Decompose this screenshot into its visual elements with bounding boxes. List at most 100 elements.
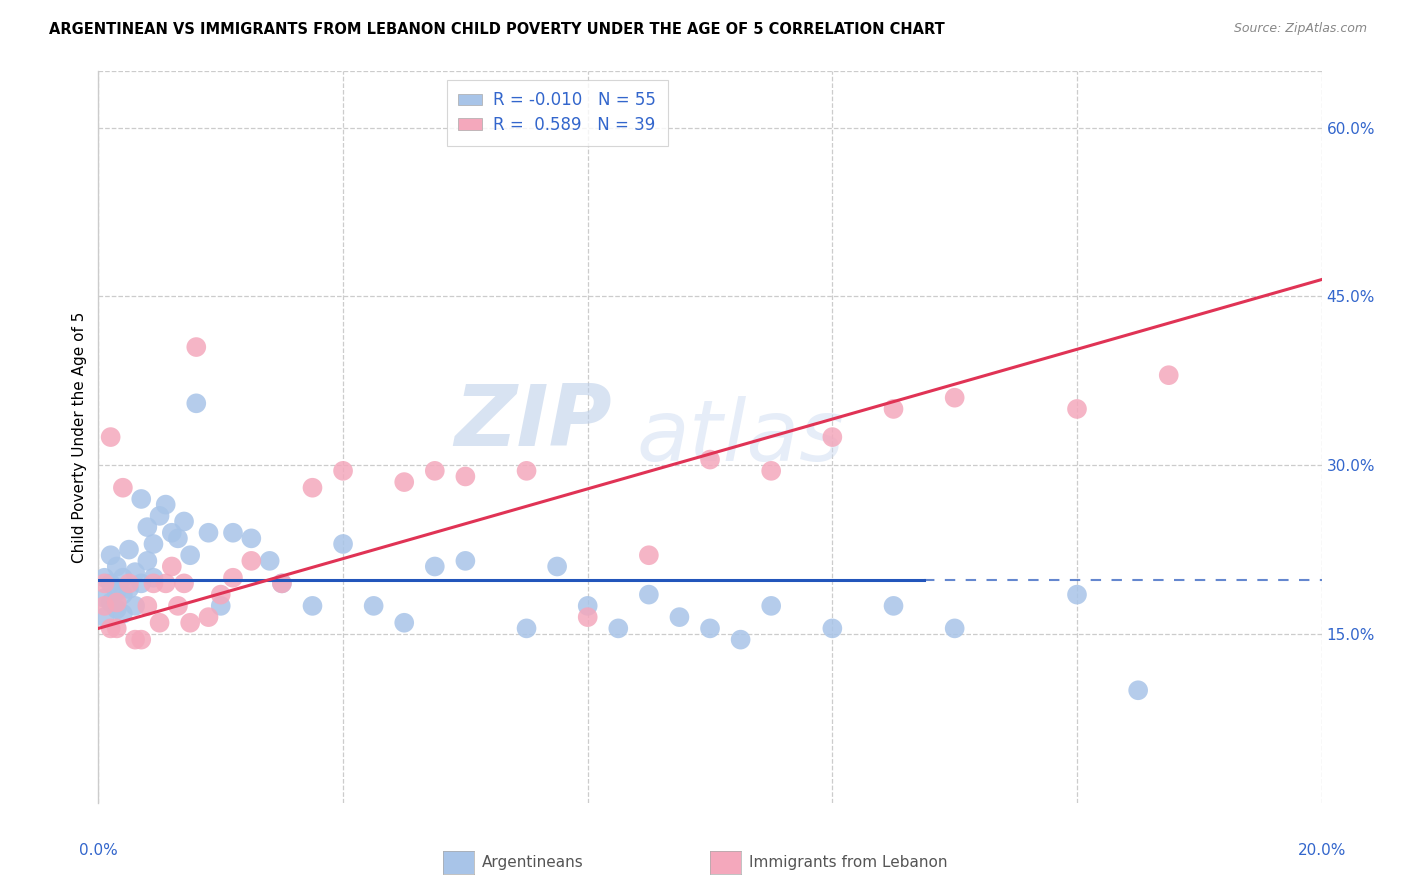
Point [546, 559, 568, 574]
Point [167, 599, 190, 613]
Point [759, 464, 782, 478]
Point [730, 632, 752, 647]
Point [821, 621, 844, 635]
Point [222, 571, 245, 585]
Point [699, 452, 721, 467]
Text: 20.0%: 20.0% [1298, 843, 1346, 858]
Point [576, 599, 599, 613]
Point [129, 632, 152, 647]
Text: atlas: atlas [637, 395, 845, 479]
Point [332, 537, 354, 551]
Point [124, 565, 146, 579]
Point [637, 548, 661, 562]
Point [179, 615, 201, 630]
Point [173, 515, 195, 529]
Point [699, 621, 721, 635]
Y-axis label: Child Poverty Under the Age of 5: Child Poverty Under the Age of 5 [72, 311, 87, 563]
Point [454, 469, 477, 483]
Point [142, 571, 165, 585]
Point [270, 576, 292, 591]
Point [118, 542, 141, 557]
Text: Argentineans: Argentineans [482, 855, 583, 870]
Point [111, 607, 134, 621]
Point [259, 554, 281, 568]
Point [209, 588, 232, 602]
Point [186, 340, 208, 354]
Point [142, 537, 165, 551]
Point [179, 548, 201, 562]
Point [607, 621, 630, 635]
Point [118, 576, 141, 591]
Point [668, 610, 690, 624]
Point [1128, 683, 1150, 698]
Text: 0.0%: 0.0% [79, 843, 118, 858]
Point [637, 588, 661, 602]
Point [124, 632, 146, 647]
Point [197, 610, 219, 624]
Point [155, 498, 177, 512]
Point [1066, 401, 1088, 416]
Point [883, 599, 905, 613]
Point [136, 554, 159, 568]
Point [105, 559, 128, 574]
Point [100, 595, 122, 609]
Point [516, 621, 538, 635]
Point [129, 491, 152, 506]
Text: Source: ZipAtlas.com: Source: ZipAtlas.com [1233, 22, 1367, 36]
Point [100, 430, 122, 444]
Point [1066, 588, 1088, 602]
Point [111, 481, 134, 495]
Text: ZIP: ZIP [454, 381, 612, 464]
Point [821, 430, 844, 444]
Point [363, 599, 385, 613]
Point [392, 615, 416, 630]
Point [332, 464, 354, 478]
Point [883, 401, 905, 416]
Point [129, 576, 152, 591]
Point [118, 582, 141, 596]
Point [100, 621, 122, 635]
Point [576, 610, 599, 624]
Point [301, 599, 323, 613]
Point [222, 525, 245, 540]
Point [149, 615, 172, 630]
Point [93, 599, 115, 613]
Point [105, 595, 128, 609]
Point [136, 520, 159, 534]
Point [142, 576, 165, 591]
Point [1157, 368, 1180, 383]
Point [423, 464, 446, 478]
Point [93, 610, 115, 624]
Point [943, 391, 966, 405]
Point [173, 576, 195, 591]
Point [423, 559, 446, 574]
Point [454, 554, 477, 568]
Text: ARGENTINEAN VS IMMIGRANTS FROM LEBANON CHILD POVERTY UNDER THE AGE OF 5 CORRELAT: ARGENTINEAN VS IMMIGRANTS FROM LEBANON C… [49, 22, 945, 37]
Point [93, 591, 115, 605]
Point [160, 525, 183, 540]
Legend: R = -0.010   N = 55, R =  0.589   N = 39: R = -0.010 N = 55, R = 0.589 N = 39 [447, 79, 668, 145]
Point [160, 559, 183, 574]
Point [155, 576, 177, 591]
Point [124, 599, 146, 613]
Point [516, 464, 538, 478]
Point [301, 481, 323, 495]
Point [100, 576, 122, 591]
Point [93, 571, 115, 585]
Point [759, 599, 782, 613]
Point [93, 576, 115, 591]
Point [111, 588, 134, 602]
Point [209, 599, 232, 613]
Point [240, 532, 263, 546]
Point [270, 576, 292, 591]
Point [186, 396, 208, 410]
Point [943, 621, 966, 635]
Point [149, 508, 172, 523]
Point [105, 584, 128, 599]
Point [167, 532, 190, 546]
Point [100, 548, 122, 562]
Text: Immigrants from Lebanon: Immigrants from Lebanon [749, 855, 948, 870]
Point [136, 599, 159, 613]
Point [240, 554, 263, 568]
Point [105, 621, 128, 635]
